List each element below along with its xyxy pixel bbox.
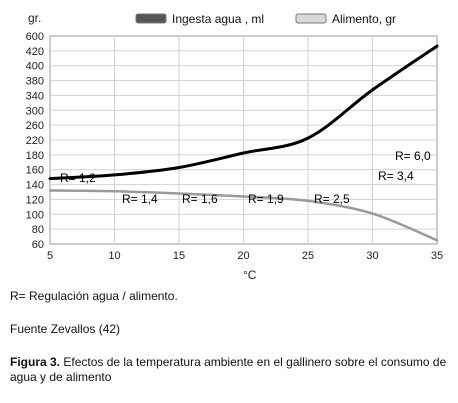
ratio-annotation: R= 6,0	[395, 149, 431, 163]
y-tick-label: 100	[26, 209, 44, 221]
y-tick-label: 400	[26, 61, 44, 73]
source-note: Fuente Zevallos (42)	[10, 322, 121, 336]
caption-text: Efectos de la temperatura ambiente en el…	[10, 355, 447, 384]
x-axis-label: °C	[243, 268, 257, 282]
x-tick-label: 30	[366, 250, 378, 262]
caption-label: Figura 3.	[10, 355, 61, 369]
x-tick-label: 35	[431, 250, 443, 262]
ratio-annotation: R= 2,5	[314, 192, 350, 206]
y-tick-label: 140	[26, 180, 44, 192]
y-tick-label: 180	[26, 150, 44, 162]
legend: Ingesta agua , ml Alimento, gr	[135, 12, 396, 26]
x-tick-label: 20	[237, 250, 249, 262]
series-line-ingesta-agua	[48, 44, 439, 181]
x-tick-label: 25	[302, 250, 314, 262]
series-line-alimento	[48, 189, 439, 242]
y-tick-label: 80	[32, 224, 44, 236]
legend-label: Alimento, gr	[332, 12, 396, 26]
figure-caption: Figura 3. Efectos de la temperatura ambi…	[10, 355, 455, 385]
x-tick-label: 5	[47, 250, 53, 262]
y-tick-label: 120	[26, 194, 44, 206]
x-tick-label: 15	[173, 250, 185, 262]
ratio-note: R= Regulación agua / alimento.	[10, 289, 178, 303]
ratio-annotation: R= 1,6	[182, 192, 218, 206]
y-tick-label: 60	[32, 239, 44, 251]
y-tick-label: 380	[26, 76, 44, 88]
y-tick-label: 260	[26, 120, 44, 132]
y-tick-label: 300	[26, 105, 44, 117]
ratio-annotation: R= 1,4	[122, 192, 158, 206]
plot-area: 60 80 100 120 140 160 180 220 260 300 340 380 400 420…	[26, 31, 443, 262]
legend-label: Ingesta agua , ml	[172, 12, 264, 26]
ratio-annotation: R= 3,4	[378, 169, 414, 183]
y-tick-label: 160	[26, 165, 44, 177]
ratio-annotation: R= 1,9	[248, 192, 284, 206]
y-tick-label: 600	[26, 31, 44, 43]
y-tick-label: 340	[26, 90, 44, 102]
legend-swatch	[295, 13, 327, 24]
legend-swatch	[135, 13, 167, 24]
ratio-annotation: R= 1,2	[60, 171, 96, 185]
y-tick-label: 220	[26, 135, 44, 147]
y-axis-label: gr.	[28, 11, 41, 25]
y-tick-label: 420	[26, 46, 44, 58]
x-tick-label: 10	[108, 250, 120, 262]
chart: Ingesta agua , ml Alimento, gr 60 80 100 120…	[26, 11, 443, 282]
